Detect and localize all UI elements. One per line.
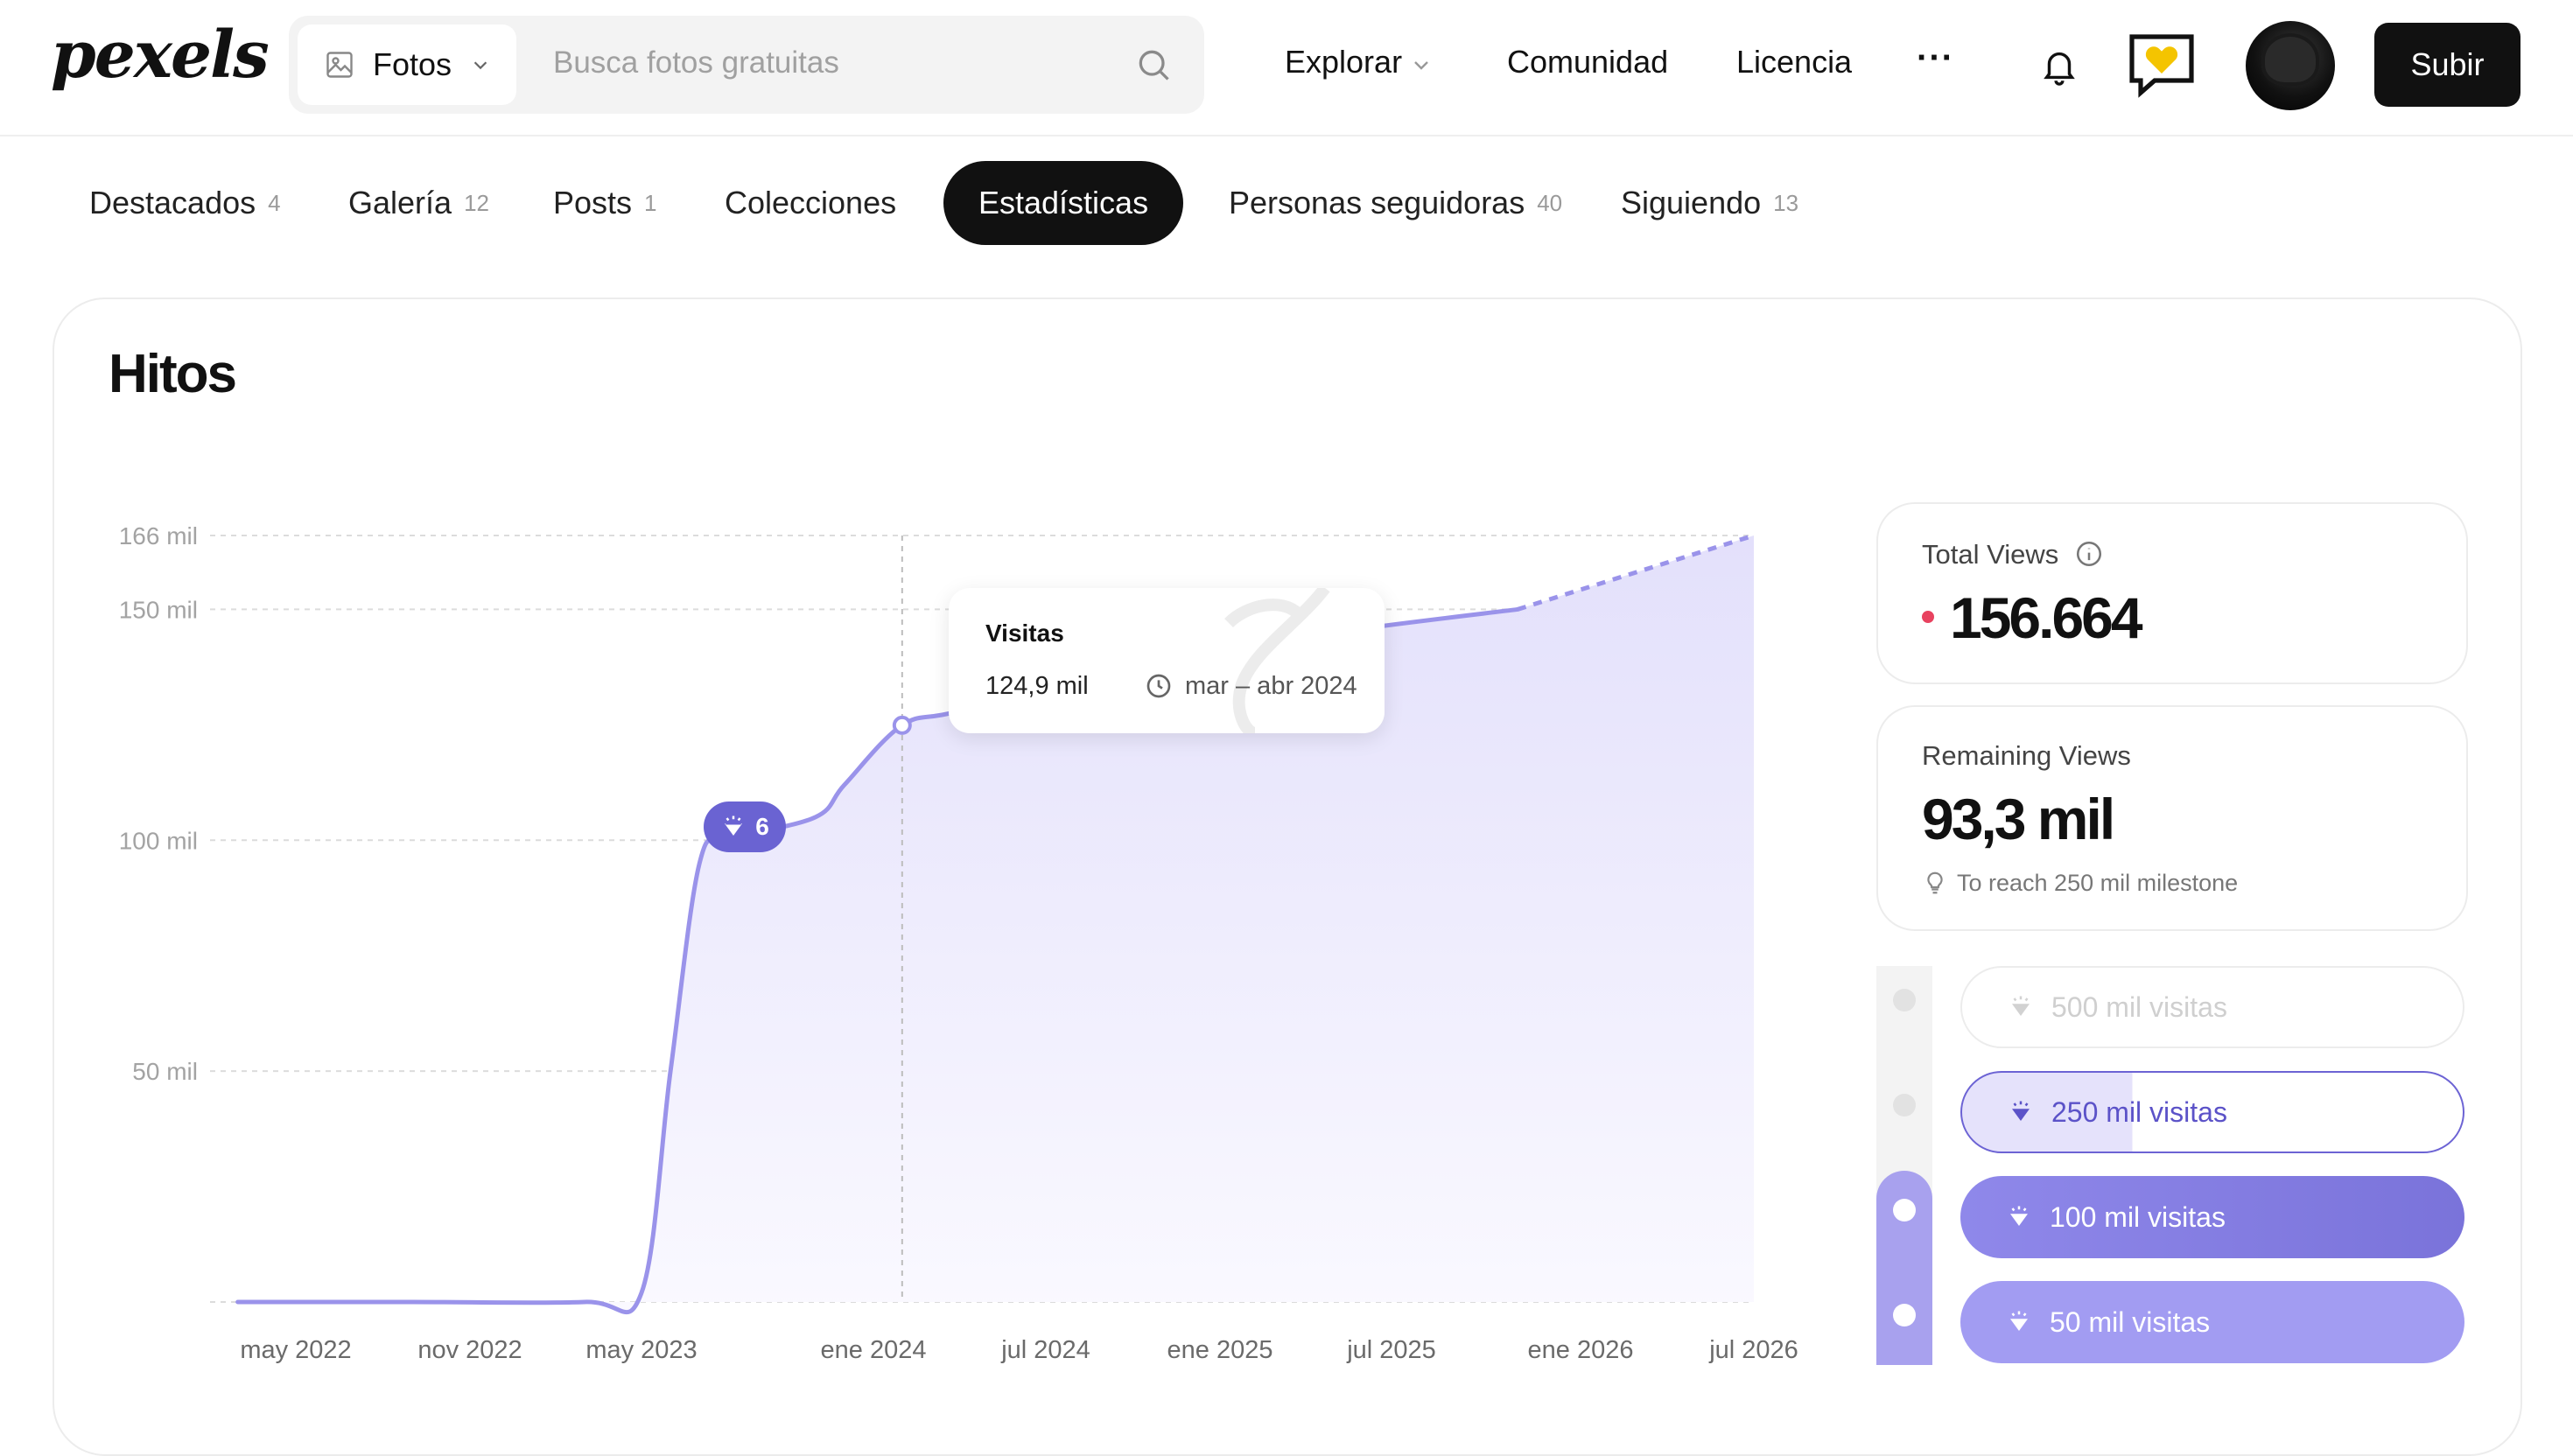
tab-count: 12: [464, 189, 489, 216]
diamond-icon: [2012, 996, 2030, 1016]
chevron-down-icon: [473, 61, 487, 70]
tab-count: 40: [1537, 189, 1563, 216]
swirl-decoration: [1224, 588, 1330, 733]
avatar[interactable]: [2246, 21, 2335, 110]
x-tick-label: jul 2026: [1708, 1336, 1798, 1364]
bell-icon[interactable]: [2039, 46, 2079, 86]
nav-explore[interactable]: Explorar: [1285, 44, 1403, 80]
tooltip-value: 124,9 mil: [985, 672, 1089, 700]
tooltip-date: mar – abr 2024: [1185, 672, 1357, 700]
top-bar: pexels Fotos Busca fotos gratuitas Explo…: [0, 0, 2573, 136]
x-tick-label: may 2023: [585, 1336, 697, 1364]
tab-label: Destacados: [89, 185, 256, 220]
total-views-value: 156.664: [1950, 585, 2143, 650]
diamond-icon: [2010, 1311, 2028, 1331]
y-tick-label: 100 mil: [119, 827, 198, 854]
milestone-dot: [1893, 1094, 1916, 1116]
badge-count: 6: [755, 813, 769, 840]
status-dot: [1922, 611, 1934, 623]
tab-label: Personas seguidoras: [1229, 185, 1525, 220]
search-type-label: Fotos: [373, 46, 452, 82]
x-tick-label: ene 2024: [821, 1336, 927, 1364]
search-icon[interactable]: [1134, 46, 1173, 84]
x-tick-label: may 2022: [240, 1336, 351, 1364]
tab-count: 1: [644, 189, 657, 216]
tab-galeria[interactable]: Galería 12: [348, 161, 489, 245]
nav-license[interactable]: Licencia: [1736, 44, 1853, 80]
tab-count: 4: [268, 189, 281, 216]
remaining-views-panel: Remaining Views 93,3 mil To reach 250 mi…: [1876, 705, 2468, 931]
tab-count: 13: [1773, 189, 1799, 216]
pexels-logo[interactable]: pexels: [51, 18, 270, 93]
tab-estadisticas[interactable]: Estadísticas: [943, 161, 1184, 245]
milestone-dot: [1893, 1304, 1916, 1326]
tab-label: Colecciones: [725, 185, 897, 220]
diamond-icon: [2012, 1101, 2030, 1121]
remaining-views-note: To reach 250 mil milestone: [1957, 870, 2239, 896]
tab-siguiendo[interactable]: Siguiendo 13: [1621, 161, 1798, 245]
x-tick-label: nov 2022: [417, 1336, 522, 1364]
milestone-label: 250 mil visitas: [2051, 1096, 2227, 1128]
image-icon: [326, 52, 353, 78]
tooltip-title: Visitas: [985, 620, 1064, 647]
y-tick-label: 166 mil: [119, 522, 198, 550]
info-icon[interactable]: [2074, 539, 2104, 569]
upload-button[interactable]: Subir: [2374, 23, 2520, 107]
remaining-views-label: Remaining Views: [1922, 740, 2131, 771]
chart-tooltip: Visitas 124,9 mil mar – abr 2024: [949, 588, 1385, 733]
milestone-500k[interactable]: 500 mil visitas: [1960, 966, 2464, 1048]
milestone-label: 100 mil visitas: [2050, 1200, 2226, 1233]
total-views-panel: Total Views 156.664: [1876, 502, 2468, 684]
card-title: Hitos: [109, 344, 237, 404]
tab-personas-seguidoras[interactable]: Personas seguidoras 40: [1229, 161, 1562, 245]
diamond-icon: [725, 816, 743, 836]
x-tick-label: jul 2024: [1000, 1336, 1090, 1364]
lightbulb-icon: [1927, 872, 1943, 894]
tab-label: Siguiendo: [1621, 185, 1762, 220]
tab-label: Estadísticas: [978, 185, 1149, 220]
diamond-icon: [2010, 1206, 2028, 1226]
milestone-badge[interactable]: 6: [704, 802, 786, 852]
milestone-100k[interactable]: 100 mil visitas: [1960, 1176, 2464, 1258]
chat-heart-icon[interactable]: [2127, 32, 2197, 98]
y-tick-label: 50 mil: [132, 1058, 198, 1085]
milestone-dot: [1893, 989, 1916, 1012]
tab-label: Posts: [553, 185, 633, 220]
nav-community[interactable]: Comunidad: [1507, 44, 1669, 80]
milestone-label: 500 mil visitas: [2051, 990, 2227, 1023]
milestone-50k[interactable]: 50 mil visitas: [1960, 1281, 2464, 1363]
projection-line: [1517, 533, 1755, 612]
milestone-250k[interactable]: 250 mil visitas: [1960, 1071, 2464, 1153]
chevron-down-icon[interactable]: [1411, 54, 1432, 75]
x-tick-label: jul 2025: [1346, 1336, 1436, 1364]
remaining-views-value: 93,3 mil: [1922, 787, 2115, 851]
highlight-point: [892, 715, 912, 735]
total-views-label: Total Views: [1922, 539, 2059, 570]
search-bar[interactable]: Fotos Busca fotos gratuitas: [289, 16, 1204, 114]
tab-colecciones[interactable]: Colecciones: [725, 161, 896, 245]
x-tick-label: ene 2025: [1167, 1336, 1273, 1364]
tab-label: Galería: [348, 185, 452, 220]
clock-icon: [1146, 674, 1171, 698]
y-tick-label: 150 mil: [119, 596, 198, 623]
search-type-dropdown[interactable]: Fotos: [298, 24, 516, 105]
search-input[interactable]: Busca fotos gratuitas: [553, 46, 839, 80]
tab-destacados[interactable]: Destacados 4: [89, 161, 281, 245]
milestone-dot: [1893, 1199, 1916, 1222]
more-menu-button[interactable]: ···: [1917, 38, 1954, 77]
tab-posts[interactable]: Posts 1: [553, 161, 657, 245]
milestone-label: 50 mil visitas: [2050, 1306, 2211, 1338]
x-tick-label: ene 2026: [1528, 1336, 1634, 1364]
